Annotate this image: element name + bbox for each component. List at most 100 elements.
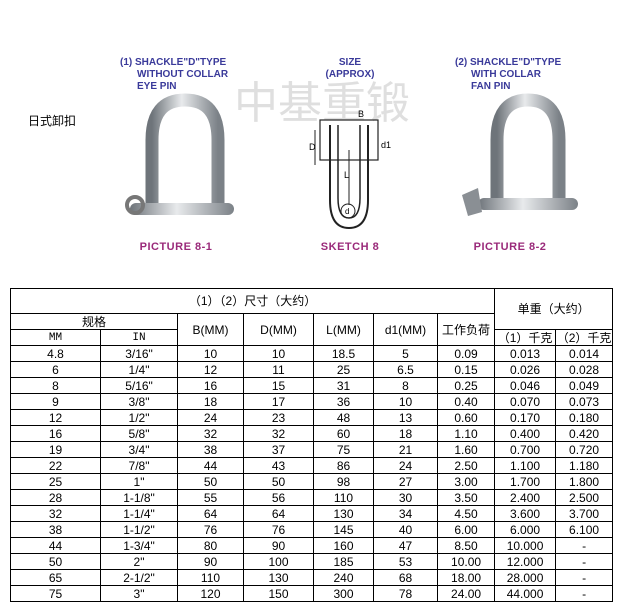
table-cell: 98 bbox=[313, 473, 374, 490]
caption: (APPROX) bbox=[326, 69, 375, 80]
table-cell: 0.014 bbox=[555, 345, 614, 362]
table-cell: 2-1/2" bbox=[100, 569, 178, 586]
sketch-label: B bbox=[358, 109, 364, 119]
table-cell: 0.15 bbox=[436, 361, 496, 378]
table-cell: 25 bbox=[10, 473, 101, 490]
caption: WITH COLLAR bbox=[471, 69, 542, 80]
sketch: SIZE (APPROX) B D d1 L d SKETCH 8 bbox=[309, 57, 391, 253]
table-cell: - bbox=[555, 569, 614, 586]
table-cell: 4.50 bbox=[436, 505, 496, 522]
table-cell: 6.5 bbox=[373, 361, 438, 378]
table-body: 4.8 3/16" 10 10 18.5 5 0.09 0.013 0.014 6 1/4" 12 11… bbox=[10, 345, 614, 602]
table-cell: - bbox=[555, 553, 614, 570]
table-cell: 110 bbox=[177, 569, 244, 586]
table-cell: 3.700 bbox=[555, 505, 614, 522]
table-row: 4.8 3/16" 10 10 18.5 5 0.09 0.013 0.014 bbox=[10, 345, 614, 362]
table-cell: 185 bbox=[313, 553, 374, 570]
table-row: 38 1-1/2" 76 76 145 40 6.00 6.000 6.100 bbox=[10, 521, 614, 538]
table-cell: 5 bbox=[373, 345, 438, 362]
table-cell: - bbox=[555, 585, 614, 602]
table-cell: 0.400 bbox=[494, 425, 557, 442]
picture-title: PICTURE 8-2 bbox=[474, 241, 547, 253]
table-cell: 0.180 bbox=[555, 409, 614, 426]
table-cell: 5/8" bbox=[100, 425, 178, 442]
table-cell: 75 bbox=[10, 585, 101, 602]
table-cell: 23 bbox=[243, 409, 314, 426]
table-cell: 0.026 bbox=[494, 361, 557, 378]
table-cell: 90 bbox=[177, 553, 244, 570]
sketch-label: d1 bbox=[381, 140, 391, 150]
table-cell: 0.720 bbox=[555, 441, 614, 458]
caption: EYE PIN bbox=[137, 81, 176, 92]
table-cell: 110 bbox=[313, 489, 374, 506]
table-row: 28 1-1/8" 55 56 110 30 3.50 2.400 2.500 bbox=[10, 489, 614, 506]
table-cell: 150 bbox=[243, 585, 314, 602]
table-cell: 160 bbox=[313, 537, 374, 554]
table-cell: 1.700 bbox=[494, 473, 557, 490]
table-cell: 145 bbox=[313, 521, 374, 538]
table-cell: 5/16" bbox=[100, 377, 178, 394]
table-cell: 2.400 bbox=[494, 489, 557, 506]
table-cell: 78 bbox=[373, 585, 438, 602]
table-cell: 6.000 bbox=[494, 521, 557, 538]
table-cell: 1.800 bbox=[555, 473, 614, 490]
table-cell: 2.50 bbox=[436, 457, 496, 474]
table-cell: 1.180 bbox=[555, 457, 614, 474]
fan-pin-head bbox=[462, 188, 482, 216]
header-cell: 规格 bbox=[10, 313, 178, 330]
table-row: 12 1/2" 24 23 48 13 0.60 0.170 0.180 bbox=[10, 409, 614, 426]
table-cell: 6.00 bbox=[436, 521, 496, 538]
table-cell: 8.50 bbox=[436, 537, 496, 554]
table-cell: 50 bbox=[243, 473, 314, 490]
table-cell: 18.5 bbox=[313, 345, 374, 362]
header-cell: MM bbox=[10, 329, 101, 346]
table-row: 22 7/8" 44 43 86 24 2.50 1.100 1.180 bbox=[10, 457, 614, 474]
table-cell: 1" bbox=[100, 473, 178, 490]
table-cell: 34 bbox=[373, 505, 438, 522]
table-row: 8 5/16" 16 15 31 8 0.25 0.046 0.049 bbox=[10, 377, 614, 394]
table-cell: 3.600 bbox=[494, 505, 557, 522]
table-row: 32 1-1/4" 64 64 130 34 4.50 3.600 3.700 bbox=[10, 505, 614, 522]
table-cell: 56 bbox=[243, 489, 314, 506]
table-row: 25 1" 50 50 98 27 3.00 1.700 1.800 bbox=[10, 473, 614, 490]
table-cell: 0.700 bbox=[494, 441, 557, 458]
table-row: 6 1/4" 12 11 25 6.5 0.15 0.026 0.028 bbox=[10, 361, 614, 378]
header-cell: （1）千克 bbox=[494, 329, 557, 346]
table-cell: 0.073 bbox=[555, 393, 614, 410]
table-cell: 18.00 bbox=[436, 569, 496, 586]
table-cell: 1.10 bbox=[436, 425, 496, 442]
table-cell: 76 bbox=[177, 521, 244, 538]
table-cell: 3.00 bbox=[436, 473, 496, 490]
sketch-outline bbox=[329, 125, 369, 230]
table-cell: 53 bbox=[373, 553, 438, 570]
table-row: 16 5/8" 32 32 60 18 1.10 0.400 0.420 bbox=[10, 425, 614, 442]
table-row: 44 1-3/4" 80 90 160 47 8.50 10.000- bbox=[10, 537, 614, 554]
table-cell: - bbox=[555, 537, 614, 554]
table-cell: 240 bbox=[313, 569, 374, 586]
table-cell: 30 bbox=[373, 489, 438, 506]
header-cell: （1）（2）尺寸（大约） bbox=[9, 288, 496, 314]
table-cell: 10 bbox=[243, 345, 314, 362]
table-cell: 100 bbox=[243, 553, 314, 570]
table-cell: 27 bbox=[373, 473, 438, 490]
table-cell: 36 bbox=[313, 393, 374, 410]
table-cell: 12.000 bbox=[494, 553, 557, 570]
table-cell: 0.60 bbox=[436, 409, 496, 426]
sketch-title: SKETCH 8 bbox=[321, 241, 379, 253]
table-cell: 0.40 bbox=[436, 393, 496, 410]
pin bbox=[130, 203, 234, 215]
table-cell: 0.25 bbox=[436, 377, 496, 394]
table-cell: 48 bbox=[313, 409, 374, 426]
table-cell: 13 bbox=[373, 409, 438, 426]
table-cell: 1.100 bbox=[494, 457, 557, 474]
table-cell: 60 bbox=[313, 425, 374, 442]
header-cell: （2）千克 bbox=[555, 329, 614, 346]
table-cell: 47 bbox=[373, 537, 438, 554]
table-cell: 16 bbox=[10, 425, 101, 442]
table-cell: 44 bbox=[10, 537, 101, 554]
table-row: 75 3" 120 150 300 78 24.00 44.000- bbox=[10, 585, 614, 602]
table-cell: 24 bbox=[177, 409, 244, 426]
shackle-body bbox=[145, 93, 225, 210]
table-cell: 44.000 bbox=[494, 585, 557, 602]
header-cell: d1(MM) bbox=[373, 313, 438, 346]
